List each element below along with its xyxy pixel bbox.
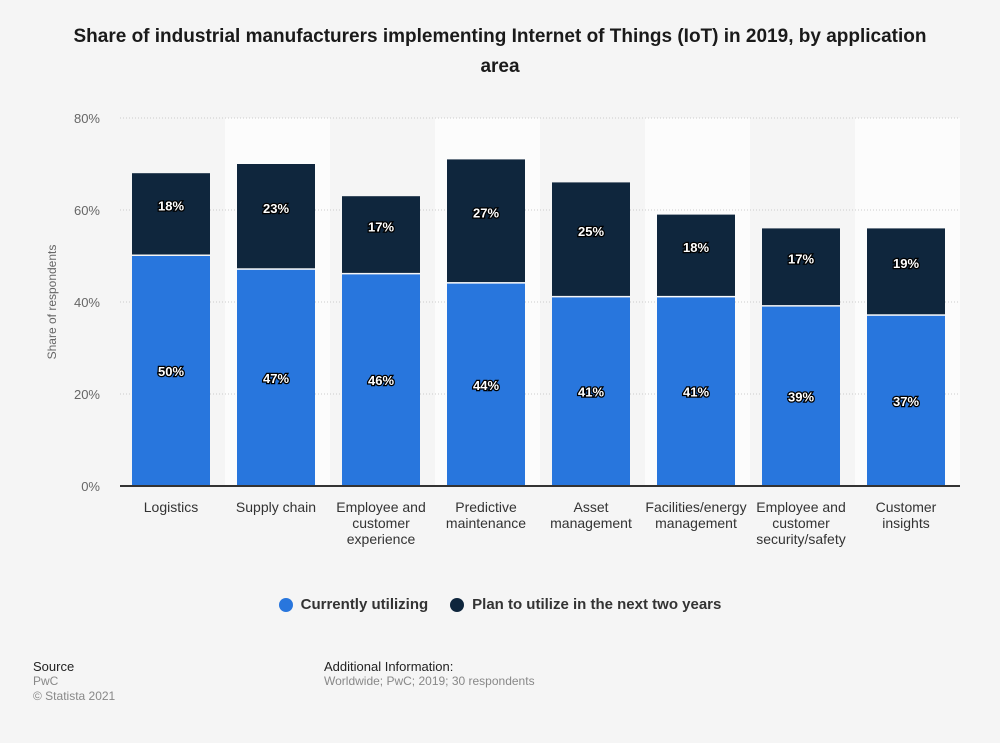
data-label: 50% bbox=[158, 364, 184, 379]
bar-current bbox=[657, 297, 735, 486]
bar-current bbox=[552, 297, 630, 486]
data-label: 18% bbox=[158, 199, 184, 214]
data-label: 41% bbox=[683, 385, 709, 400]
info-value: Worldwide; PwC; 2019; 30 respondents bbox=[324, 674, 535, 688]
data-label: 17% bbox=[788, 252, 814, 267]
bar-plan bbox=[132, 173, 210, 255]
bar-plan bbox=[762, 228, 840, 306]
bar-plan bbox=[657, 214, 735, 296]
bar-current bbox=[762, 306, 840, 486]
data-label: 19% bbox=[893, 256, 919, 271]
bar-chart: 0% 20% 40% 60% 80% Share of respondents 50% 18%… bbox=[45, 111, 960, 547]
y-tick-label: 0% bbox=[81, 479, 100, 494]
data-label: 23% bbox=[263, 201, 289, 216]
x-tick-label: Supply chain bbox=[236, 499, 316, 515]
legend-swatch-plan bbox=[450, 597, 465, 612]
x-tick-label: Customer insights bbox=[876, 499, 937, 531]
y-tick-label: 20% bbox=[74, 387, 100, 402]
x-tick-label: Predictive maintenance bbox=[446, 499, 526, 531]
y-axis-label: Share of respondents bbox=[45, 245, 59, 360]
legend-label: Plan to utilize in the next two years bbox=[472, 596, 722, 613]
bar-current bbox=[132, 256, 210, 486]
source-label: Source bbox=[33, 659, 75, 674]
bar-plan bbox=[867, 228, 945, 315]
data-label: 41% bbox=[578, 385, 604, 400]
y-tick-label: 60% bbox=[74, 203, 100, 218]
x-tick-label: Employee and customer experience bbox=[336, 499, 426, 547]
copyright: © Statista 2021 bbox=[33, 689, 116, 703]
x-tick-label: Facilities/energy management bbox=[645, 499, 746, 531]
y-tick-label: 40% bbox=[74, 295, 100, 310]
data-label: 25% bbox=[578, 224, 604, 239]
data-label: 17% bbox=[368, 219, 394, 234]
data-label: 39% bbox=[788, 389, 814, 404]
bar-plan bbox=[342, 196, 420, 273]
x-tick-label: Logistics bbox=[144, 499, 198, 515]
data-label: 18% bbox=[683, 240, 709, 255]
legend-label: Currently utilizing bbox=[300, 596, 429, 613]
legend-swatch-current bbox=[278, 597, 293, 612]
legend-item-current[interactable]: Currently utilizing bbox=[278, 596, 429, 613]
bar-current bbox=[447, 283, 525, 486]
data-label: 46% bbox=[368, 373, 394, 388]
info-label: Additional Information: bbox=[324, 659, 454, 674]
data-label: 37% bbox=[893, 394, 919, 409]
bar-plan bbox=[552, 182, 630, 296]
data-label: 27% bbox=[473, 206, 499, 221]
legend-item-plan[interactable]: Plan to utilize in the next two years bbox=[450, 596, 721, 613]
bar-current bbox=[342, 274, 420, 486]
legend: Currently utilizing Plan to utilize in t… bbox=[0, 596, 1000, 613]
y-tick-label: 80% bbox=[74, 111, 100, 126]
bar-plan bbox=[237, 164, 315, 269]
data-label: 44% bbox=[473, 378, 499, 393]
additional-info-block: Additional Information: Worldwide; PwC; … bbox=[324, 659, 535, 689]
bar-plan bbox=[447, 159, 525, 283]
data-label: 47% bbox=[263, 371, 289, 386]
source-block: Source PwC © Statista 2021 bbox=[33, 659, 115, 704]
source-value[interactable]: PwC bbox=[33, 674, 59, 688]
chart-title: Share of industrial manufacturers implem… bbox=[73, 26, 927, 77]
x-tick-label: Employee and customer security/safety bbox=[756, 499, 846, 547]
bar-current bbox=[237, 269, 315, 486]
x-tick-label: Asset management bbox=[550, 499, 632, 531]
bar-current bbox=[867, 315, 945, 486]
